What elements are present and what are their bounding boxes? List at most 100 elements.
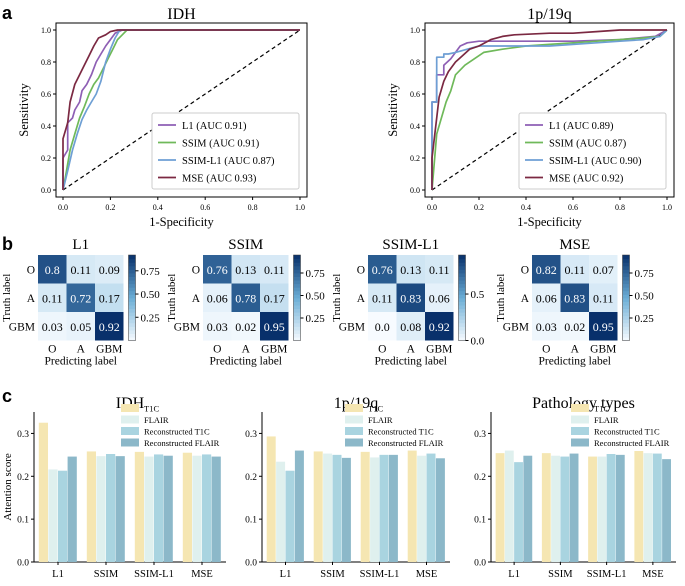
- matrix-cell: [396, 255, 425, 284]
- matrix-cell: [560, 255, 589, 284]
- matrix-cell: [95, 255, 124, 284]
- roc-legend-box: [518, 112, 667, 190]
- colorbar-segment: [293, 297, 301, 302]
- colorbar-segment: [128, 329, 136, 334]
- legend-label: MSE (AUC 0.92): [549, 174, 624, 185]
- colorbar-segment: [293, 326, 301, 331]
- x-axis-label: 1-Specificity: [149, 215, 214, 229]
- bar: [588, 456, 597, 562]
- y-tick-label: 0.3: [17, 430, 29, 440]
- matrix-cell: [231, 283, 260, 312]
- colorbar-segment: [622, 294, 630, 299]
- bar: [211, 456, 221, 562]
- colorbar-segment: [293, 333, 301, 338]
- colorbar-tick-label: 0.75: [635, 268, 655, 280]
- matrix-cell-value: 0.06: [429, 291, 450, 305]
- colorbar-segment: [622, 272, 630, 277]
- x-tick-label: SSIM: [548, 569, 573, 580]
- matrix-col-label: GBM: [96, 344, 122, 356]
- colorbar-segment: [458, 329, 466, 334]
- matrix-cell: [368, 255, 397, 284]
- y-tick-label: 0.4: [410, 122, 420, 131]
- colorbar-segment: [128, 258, 136, 263]
- matrix-cell: [532, 255, 561, 284]
- legend-swatch: [121, 415, 139, 424]
- y-tick-label: 0.1: [245, 516, 257, 526]
- bar: [276, 461, 286, 562]
- legend-label: Reconstructed T1C: [368, 427, 434, 437]
- legend-label: SSIM-L1 (AUC 0.90): [549, 156, 642, 167]
- colorbar-segment: [622, 255, 630, 260]
- matrix-cell: [203, 255, 232, 284]
- roc-curve-l1: [62, 29, 300, 190]
- bar: [360, 451, 370, 562]
- colorbar-segment: [458, 269, 466, 274]
- colorbar-segment: [293, 258, 301, 263]
- matrix-cell: [425, 255, 454, 284]
- matrix-row-label: GBM: [339, 321, 365, 333]
- colorbar-segment: [622, 326, 630, 331]
- matrix-cell-value: 0.17: [264, 291, 285, 305]
- colorbar-tick-label: 0.5: [471, 289, 485, 301]
- colorbar-segment: [458, 262, 466, 267]
- colorbar-frame: [458, 254, 466, 341]
- y-tick-label: 0.0: [245, 559, 257, 569]
- y-tick-label: 0.4: [41, 122, 51, 131]
- colorbar-segment: [128, 297, 136, 302]
- chance-diagonal: [62, 29, 301, 191]
- x-tick-label: MSE: [191, 569, 213, 580]
- bar: [514, 462, 523, 562]
- matrix-title: SSIM-L1: [382, 237, 439, 253]
- matrix-col-label: O: [378, 344, 386, 356]
- colorbar-segment: [622, 322, 630, 327]
- bar: [341, 457, 351, 562]
- legend-swatch: [121, 427, 139, 435]
- matrix-cell: [66, 255, 95, 284]
- bar: [662, 459, 671, 562]
- colorbar-segment: [622, 279, 630, 285]
- colorbar-segment: [458, 258, 466, 263]
- matrix-cell: [589, 255, 618, 284]
- x-tick-label: 0.0: [427, 203, 437, 212]
- matrix-cell-value: 0.11: [70, 263, 91, 277]
- matrix-cell: [368, 312, 397, 341]
- matrix-cell: [532, 283, 561, 312]
- y-tick-label: 0.0: [474, 559, 486, 569]
- matrix-cell-value: 0.92: [99, 320, 120, 334]
- matrix-cell-value: 0.06: [207, 291, 228, 305]
- matrix-col-label: A: [242, 344, 251, 356]
- matrix-cell: [38, 283, 67, 312]
- colorbar-segment: [293, 319, 301, 324]
- roc-curve-ssim: [62, 29, 300, 191]
- bar: [560, 456, 570, 562]
- bar: [495, 453, 505, 562]
- matrix-cell: [260, 255, 289, 284]
- legend-label: T1C: [368, 404, 383, 414]
- colorbar-tick-label: 0.25: [141, 312, 161, 324]
- y-tick-label: 0.2: [245, 473, 257, 483]
- colorbar-tick-label: 0.50: [306, 291, 326, 303]
- matrix-cell: [560, 283, 589, 312]
- matrix-row-label: A: [357, 293, 366, 305]
- matrix-title: L1: [72, 237, 89, 253]
- bar: [652, 453, 662, 562]
- bar: [182, 452, 192, 562]
- bar: [134, 451, 144, 562]
- bar: [523, 455, 533, 562]
- colorbar-segment: [622, 308, 630, 313]
- panel-letter-b: b: [2, 234, 13, 254]
- matrix-col-label: GBM: [426, 344, 452, 356]
- matrix-cell-value: 0.11: [564, 263, 585, 277]
- bar: [569, 453, 579, 562]
- bar: [313, 451, 323, 562]
- matrix-cell: [589, 283, 618, 312]
- legend-label: T1C: [594, 404, 609, 414]
- colorbar-segment: [458, 308, 466, 313]
- y-tick-label: 0.0: [41, 186, 51, 195]
- x-tick-label: SSIM: [320, 569, 345, 580]
- bar: [504, 450, 514, 562]
- colorbar-segment: [293, 308, 301, 313]
- y-tick-label: 0.2: [474, 473, 486, 483]
- roc-curve-ssim: [431, 29, 668, 191]
